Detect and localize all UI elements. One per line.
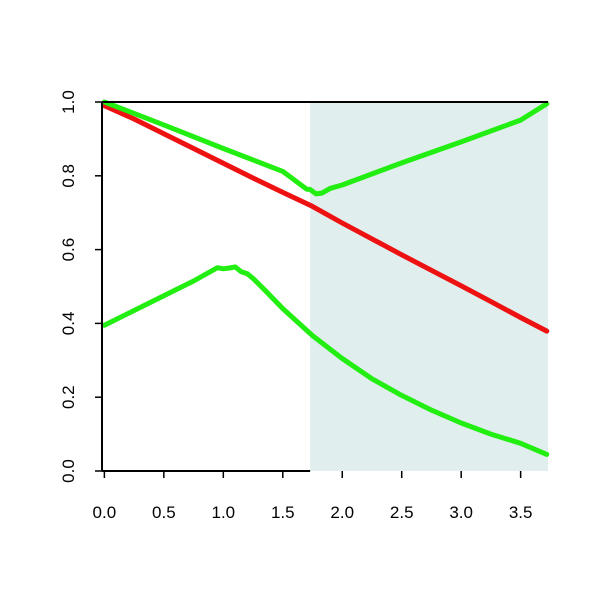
axes-layer xyxy=(101,101,548,472)
series-line-1 xyxy=(101,103,550,334)
plot-background xyxy=(310,102,548,471)
x-tick-label: 0.0 xyxy=(93,503,117,522)
series-line-2 xyxy=(101,99,550,197)
series-layer xyxy=(101,99,550,457)
x-tick-label: 2.5 xyxy=(390,503,414,522)
y-axis-ticks: 0.0 0.2 0.4 0.6 0.8 1.0 xyxy=(59,90,102,483)
x-tick-label: 0.5 xyxy=(152,503,176,522)
y-tick-label: 1.0 xyxy=(59,90,78,114)
shaded-region xyxy=(310,102,548,471)
y-tick-label: 0.4 xyxy=(59,312,78,336)
x-axis-ticks: 0.0 0.5 1.0 1.5 2.0 2.5 3.0 3.5 xyxy=(93,471,533,522)
y-tick-label: 0.8 xyxy=(59,164,78,188)
x-tick-label: 2.0 xyxy=(330,503,354,522)
y-tick-label: 0.2 xyxy=(59,385,78,409)
series-line-3 xyxy=(101,264,550,457)
x-tick-label: 1.0 xyxy=(211,503,235,522)
y-tick-label: 0.6 xyxy=(59,238,78,262)
x-tick-label: 3.5 xyxy=(509,503,533,522)
x-tick-label: 1.5 xyxy=(271,503,295,522)
x-tick-label: 3.0 xyxy=(449,503,473,522)
y-tick-label: 0.0 xyxy=(59,459,78,483)
